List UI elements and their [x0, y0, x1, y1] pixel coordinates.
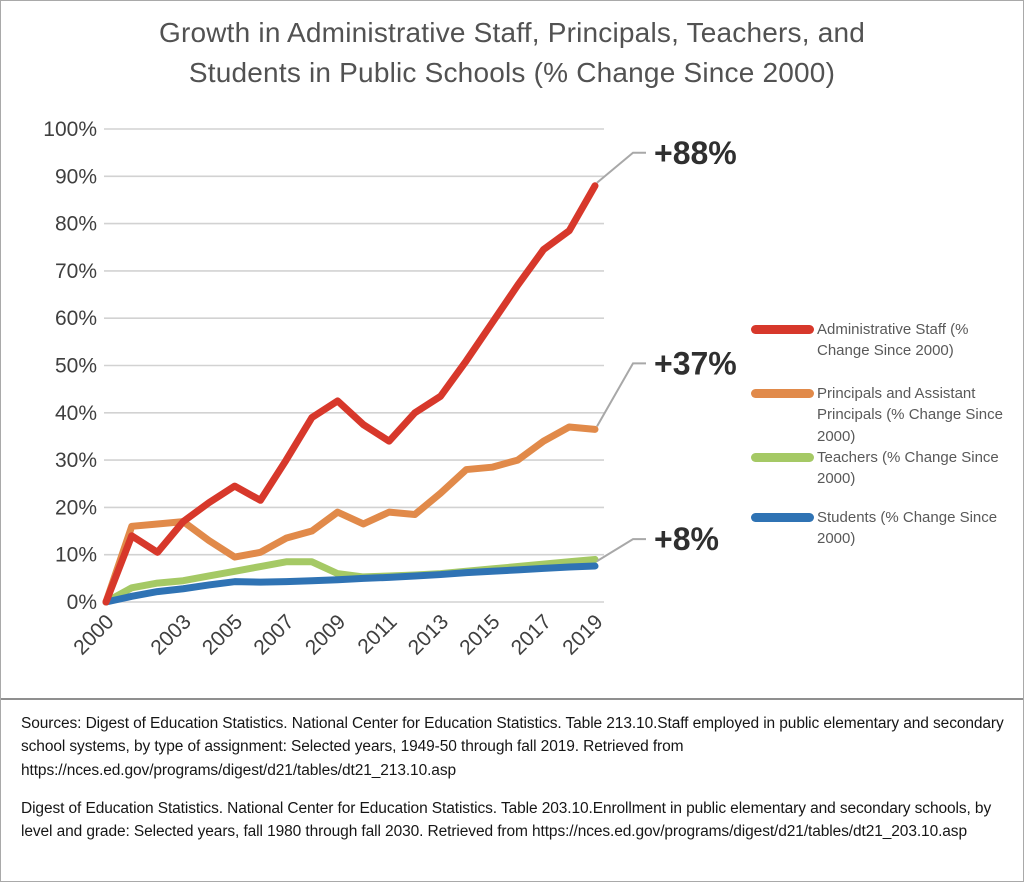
y-axis-label-50: 50%	[55, 355, 97, 378]
callout-label-+8%: +8%	[654, 521, 719, 557]
legend-item-2: Teachers (% Change Since 2000)	[751, 447, 1015, 490]
y-axis-label-80: 80%	[55, 213, 97, 236]
legend-label: Students (% Change Since 2000)	[817, 509, 998, 548]
x-axis-label-2013: 2013	[404, 610, 453, 659]
x-axis-label-2009: 2009	[301, 610, 350, 659]
y-axis-label-70: 70%	[55, 260, 97, 283]
source-paragraph-1: Sources: Digest of Education Statistics.…	[21, 715, 1004, 779]
y-axis-label-40: 40%	[55, 402, 97, 425]
legend-item-0: Administrative Staff (% Change Since 200…	[751, 319, 1015, 362]
x-axis-label-2019: 2019	[558, 610, 607, 659]
x-axis-label-2017: 2017	[507, 610, 556, 659]
legend-swatch-icon	[751, 513, 814, 522]
legend-item-1: Principals and Assistant Principals (% C…	[751, 383, 1015, 447]
y-axis-label-100: 100%	[43, 118, 97, 141]
legend-label: Teachers (% Change Since 2000)	[817, 449, 999, 488]
legend-label: Principals and Assistant Principals (% C…	[817, 385, 1003, 445]
x-axis-label-2000: 2000	[69, 610, 118, 659]
series-line-3	[102, 562, 599, 606]
x-axis-label-2007: 2007	[249, 610, 298, 659]
x-axis-label-2011: 2011	[353, 610, 401, 658]
callout-leader-+88%	[596, 151, 646, 184]
x-axis-label-2003: 2003	[146, 610, 195, 659]
legend-swatch-icon	[751, 453, 814, 462]
y-axis-label-30: 30%	[55, 449, 97, 472]
chart-title: Growth in Administrative Staff, Principa…	[158, 17, 866, 88]
y-axis-label-90: 90%	[55, 165, 97, 188]
line-chart: 100% 90% 80% 70% 60% 50% 40% 30% 20% 10% 0%2000 200…	[43, 118, 737, 660]
source-notes: Sources: Digest of Education Statistics.…	[1, 698, 1023, 881]
series-line-1	[102, 423, 599, 606]
x-axis-label-2015: 2015	[455, 610, 504, 659]
source-paragraph-2: Digest of Education Statistics. National…	[21, 799, 992, 840]
legend-label: Administrative Staff (% Change Since 200…	[817, 321, 969, 360]
callout-leader-+37%	[596, 362, 646, 427]
y-axis-label-0: 0%	[67, 591, 97, 614]
legend-swatch-icon	[751, 325, 814, 334]
callout-leader-+8%	[596, 538, 646, 563]
callout-label-+88%: +88%	[654, 135, 737, 171]
y-axis-label-60: 60%	[55, 307, 97, 330]
callout-label-+37%: +37%	[654, 345, 737, 381]
y-axis-label-10: 10%	[55, 544, 97, 567]
legend-swatch-icon	[751, 389, 814, 398]
series-line-0	[102, 182, 599, 606]
legend-item-3: Students (% Change Since 2000)	[751, 507, 1015, 550]
y-axis-label-20: 20%	[55, 496, 97, 519]
x-axis-label-2005: 2005	[198, 610, 247, 659]
